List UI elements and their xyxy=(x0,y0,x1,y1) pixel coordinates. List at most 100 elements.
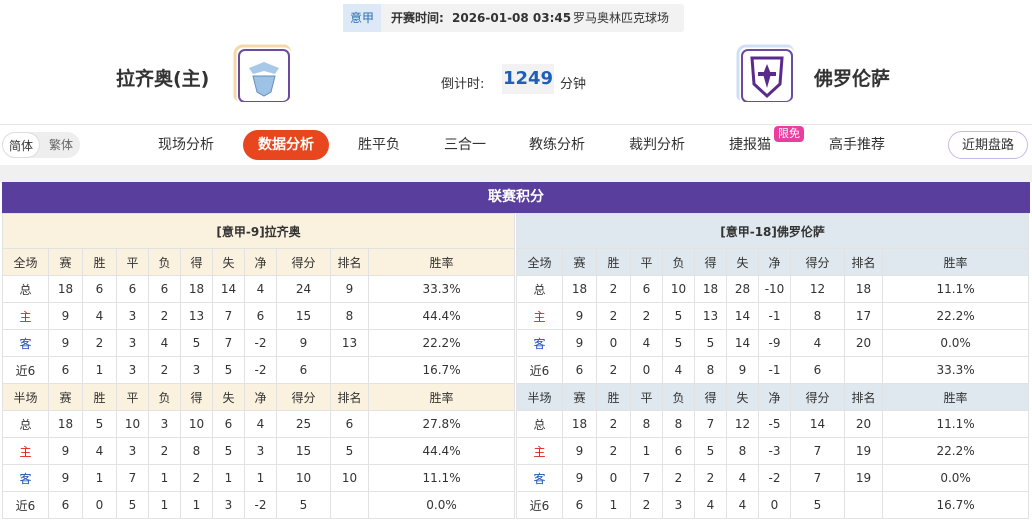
column-header: 失 xyxy=(726,248,759,276)
cell: 12 xyxy=(726,410,759,438)
cell: 11.1% xyxy=(881,275,1030,303)
cell: 4 xyxy=(630,329,663,357)
cell xyxy=(330,356,369,384)
data-row: 客 9 0 4 5 5 14 -9 4 20 0.0% xyxy=(516,329,1030,357)
nav-tab[interactable]: 现场分析 xyxy=(158,137,214,153)
cell: 5 xyxy=(662,329,695,357)
cell: 2 xyxy=(148,302,181,330)
nav-tab[interactable]: 胜平负 xyxy=(358,137,400,153)
cell: 3 xyxy=(116,302,149,330)
cell: 5 xyxy=(694,329,727,357)
column-header: 得 xyxy=(180,248,213,276)
cell: 9 xyxy=(276,329,331,357)
cell: 13 xyxy=(330,329,369,357)
cell: 4 xyxy=(662,356,695,384)
cell: 7 xyxy=(790,437,845,465)
cell: -1 xyxy=(758,302,791,330)
cell: 3 xyxy=(244,437,277,465)
data-row: 主 9 2 2 5 13 14 -1 8 17 22.2% xyxy=(516,302,1030,330)
cell: 9 xyxy=(48,464,83,492)
cell: 9 xyxy=(562,329,597,357)
cell: 1 xyxy=(148,464,181,492)
column-header: 胜 xyxy=(82,383,117,411)
cell: 25 xyxy=(276,410,331,438)
cell: 6 xyxy=(662,437,695,465)
cell: 近6 xyxy=(516,491,563,519)
cell: 5 xyxy=(790,491,845,519)
cell: 客 xyxy=(516,464,563,492)
column-header: 赛 xyxy=(48,383,83,411)
cell: 10 xyxy=(116,410,149,438)
cell: 2 xyxy=(148,356,181,384)
cell: 18 xyxy=(694,275,727,303)
column-header: 赛 xyxy=(562,383,597,411)
cell: 8 xyxy=(790,302,845,330)
header-row: 半场赛胜平负得失净得分 排名 胜率 xyxy=(2,383,516,411)
cell: 20 xyxy=(844,410,883,438)
cell: 44.4% xyxy=(367,437,516,465)
cell: 客 xyxy=(2,329,49,357)
cell: 8 xyxy=(330,302,369,330)
cell: -9 xyxy=(758,329,791,357)
cell: 2 xyxy=(596,275,631,303)
cell: 9 xyxy=(48,437,83,465)
cell: 2 xyxy=(662,464,695,492)
cell: 9 xyxy=(562,464,597,492)
data-row: 主 9 2 1 6 5 8 -3 7 19 22.2% xyxy=(516,437,1030,465)
data-row: 总 18 6 6 6 18 14 4 24 9 33.3% xyxy=(2,275,516,303)
cell: 总 xyxy=(2,410,49,438)
nav-tab[interactable]: 数据分析 xyxy=(243,130,329,160)
header-row: 半场赛胜平负得失净得分 排名 胜率 xyxy=(516,383,1030,411)
data-row: 近6 6 1 3 2 3 5 -2 6 16.7% xyxy=(2,356,516,384)
column-header: 得 xyxy=(180,383,213,411)
title-row: [意甲-9]拉齐奥 xyxy=(1,213,516,249)
nav-tab[interactable]: 教练分析 xyxy=(529,137,585,153)
column-header: 负 xyxy=(148,248,181,276)
data-row: 客 9 0 7 2 2 4 -2 7 19 0.0% xyxy=(516,464,1030,492)
cell: 2 xyxy=(180,464,213,492)
venue: 罗马奥林匹克球场 xyxy=(573,11,670,25)
cell: 2 xyxy=(148,437,181,465)
script-toggle: 简体 繁体 xyxy=(2,132,80,158)
recent-button[interactable]: 近期盘路 xyxy=(948,131,1028,159)
nav-tab[interactable]: 高手推荐 xyxy=(829,137,885,153)
cell: 1 xyxy=(82,464,117,492)
cell: 5 xyxy=(82,410,117,438)
cell: 9 xyxy=(330,275,369,303)
data-row: 总 18 2 8 8 7 12 -5 14 20 11.1% xyxy=(516,410,1030,438)
nav-tab[interactable]: 三合一 xyxy=(444,137,486,153)
cell: 13 xyxy=(180,302,213,330)
league: 意甲 xyxy=(343,4,381,32)
column-header: 胜 xyxy=(596,248,631,276)
cell: 8 xyxy=(726,437,759,465)
header-row: 全场赛胜平负得失净得分 排名 胜率 xyxy=(516,248,1030,276)
cell: 6 xyxy=(116,275,149,303)
cell: 总 xyxy=(2,275,49,303)
simplified[interactable]: 简体 xyxy=(2,132,40,158)
column-header: 胜 xyxy=(596,383,631,411)
column-header: 失 xyxy=(726,383,759,411)
cell: -2 xyxy=(244,329,277,357)
column-header: 得分 xyxy=(276,248,331,276)
cell: 9 xyxy=(726,356,759,384)
cell: 3 xyxy=(116,329,149,357)
cell: 4 xyxy=(790,329,845,357)
cell: -10 xyxy=(758,275,791,303)
cell: 6 xyxy=(562,356,597,384)
cell: 18 xyxy=(48,275,83,303)
traditional[interactable]: 繁体 xyxy=(48,138,73,152)
nav-tab[interactable]: 裁判分析 xyxy=(629,137,685,153)
standings-table: [意甲-9]拉齐奥 全场赛胜平负得失净得分 排名 胜率总 18 6 6 6 18 14 4 24 9 33… xyxy=(1,213,516,519)
cell: 2 xyxy=(630,491,663,519)
column-header: 胜 xyxy=(82,248,117,276)
countdown-label: 倒计时: xyxy=(441,77,485,92)
column-header: 平 xyxy=(630,248,663,276)
column-header: 平 xyxy=(116,248,149,276)
nav-tab[interactable]: 捷报猫 xyxy=(729,137,771,153)
badge: 限免 xyxy=(774,126,804,142)
column-header: 负 xyxy=(148,383,181,411)
cell: 44.4% xyxy=(367,302,516,330)
cell: 1 xyxy=(244,464,277,492)
cell: 7 xyxy=(790,464,845,492)
cell: 2 xyxy=(82,329,117,357)
